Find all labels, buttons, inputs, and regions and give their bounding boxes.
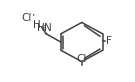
Text: Cl: Cl <box>77 54 87 64</box>
Text: H: H <box>37 23 45 33</box>
Text: H: H <box>33 20 41 30</box>
Text: ʼ: ʼ <box>31 13 34 23</box>
Text: Cl: Cl <box>21 13 31 23</box>
Text: 2: 2 <box>41 26 46 31</box>
Text: N: N <box>44 23 52 33</box>
Text: F: F <box>106 36 112 46</box>
